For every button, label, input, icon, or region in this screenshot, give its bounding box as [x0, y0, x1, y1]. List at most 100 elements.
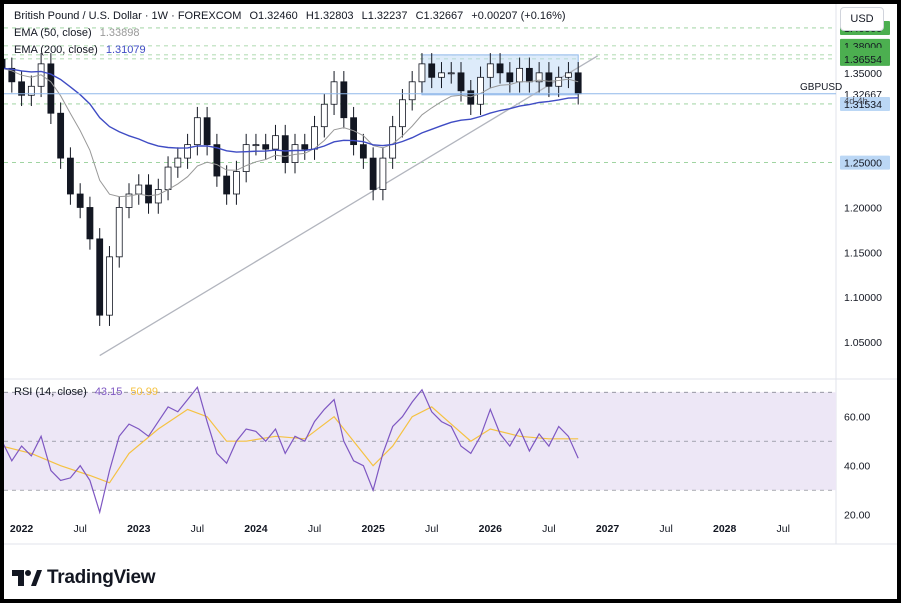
candle-body	[457, 72, 465, 92]
candle-body	[8, 67, 16, 83]
candle-body	[428, 63, 436, 78]
price-label-box	[840, 96, 890, 111]
candle-body	[359, 144, 367, 159]
candle-body	[67, 157, 74, 195]
time-tick-label: Jul	[308, 523, 321, 535]
price-label-box	[840, 155, 890, 170]
high-value: H1.32803	[305, 10, 354, 22]
countdown-label: 4d 4h	[844, 96, 868, 107]
symbol-header: British Pound / U.S. Dollar · 1W · FOREX…	[14, 10, 566, 22]
price-tick-label: 1.15000	[844, 247, 882, 259]
candle-body	[262, 144, 270, 150]
rsi-value: 43.15	[94, 386, 123, 398]
rsi-label: RSI (14, close)	[14, 386, 87, 398]
candle-body	[47, 63, 55, 114]
close-value: C1.32667	[415, 10, 464, 22]
candle-body	[145, 184, 152, 204]
candle-body	[330, 81, 338, 105]
time-tick-label: 2023	[127, 523, 151, 535]
ema50-value: 1.33898	[99, 27, 140, 39]
time-tick-label: Jul	[191, 523, 204, 535]
candle-body	[115, 207, 123, 258]
trendline	[99, 55, 599, 357]
chart-canvas[interactable]: 1.400001.380001.370001.365541.350001.326…	[4, 4, 897, 599]
rsi-legend[interactable]: RSI (14, close) 43.15 50.99	[14, 386, 158, 398]
candle-body	[506, 72, 514, 83]
candle-body	[154, 189, 162, 204]
rsi-tick-label: 20.00	[844, 510, 870, 522]
price-tick-label: 1.31534	[844, 99, 882, 111]
candle-body	[106, 256, 113, 316]
time-tick-label: Jul	[659, 523, 672, 535]
candle-body	[574, 72, 582, 95]
candle-body	[281, 135, 289, 163]
candle-body	[213, 144, 221, 177]
candle-body	[525, 67, 533, 83]
change-value: +0.00207 (+0.16%)	[471, 10, 566, 22]
candle-body	[4, 58, 6, 69]
candle-body	[477, 76, 484, 105]
ema50-label: EMA (50, close)	[14, 27, 92, 39]
ema200-label: EMA (200, close)	[14, 44, 98, 56]
candle-body	[272, 135, 279, 150]
candle-body	[135, 184, 143, 195]
candle-body	[242, 144, 250, 172]
rsi-tick-label: 40.00	[844, 461, 870, 473]
time-tick-label: 2024	[244, 523, 268, 535]
time-tick-label: 2027	[596, 523, 620, 535]
candle-body	[486, 63, 494, 78]
rsi-ma-value: 50.99	[130, 386, 158, 398]
candle-body	[18, 81, 25, 96]
time-tick-label: Jul	[73, 523, 86, 535]
price-tick-label: 1.25000	[844, 158, 882, 170]
candle-body	[447, 72, 455, 75]
ema200-legend[interactable]: EMA (200, close) 1.31079	[14, 44, 146, 56]
symbol-title: British Pound / U.S. Dollar · 1W · FOREX…	[14, 10, 242, 22]
candle-body	[408, 81, 416, 101]
candle-body	[516, 67, 524, 83]
currency-button[interactable]: USD	[840, 7, 884, 31]
candle-body	[223, 175, 231, 195]
candle-body	[496, 63, 504, 74]
ema200-line	[4, 67, 579, 153]
candle-body	[389, 126, 397, 159]
candle-body	[27, 85, 35, 96]
low-value: L1.32237	[361, 10, 408, 22]
time-tick-label: Jul	[777, 523, 790, 535]
candle-body	[399, 99, 406, 128]
tradingview-logo-icon	[12, 570, 42, 586]
candle-body	[311, 126, 318, 150]
time-tick-label: 2028	[713, 523, 737, 535]
candle-body	[184, 144, 191, 159]
candle-body	[369, 157, 377, 190]
price-tick-label: 1.05000	[844, 337, 882, 349]
price-tick-label: 1.10000	[844, 292, 882, 304]
candle-body	[467, 90, 475, 105]
candle-body	[96, 238, 104, 316]
candle-body	[86, 207, 94, 240]
price-label-box	[840, 51, 890, 66]
candle-body	[76, 193, 84, 208]
price-tick-label: 1.20000	[844, 202, 882, 214]
tradingview-logo[interactable]: TradingView	[12, 566, 156, 590]
price-tick-label: 1.35000	[844, 68, 882, 80]
rsi-ma-line	[4, 406, 579, 484]
candle-body	[438, 72, 445, 78]
time-tick-label: 2025	[361, 523, 385, 535]
candle-body	[565, 72, 572, 78]
candle-body	[545, 72, 553, 87]
candle-body	[320, 103, 328, 128]
ema200-value: 1.31079	[105, 44, 146, 56]
candle-body	[555, 76, 563, 87]
candle-body	[291, 144, 299, 163]
rsi-line	[4, 386, 579, 515]
candle-body	[164, 166, 172, 190]
candle-body	[301, 144, 309, 150]
open-value: O1.32460	[249, 10, 298, 22]
candle-body	[203, 117, 211, 146]
candle-body	[252, 144, 260, 147]
candle-body	[57, 112, 65, 159]
symbol-axis-label: GBPUSD	[800, 82, 842, 93]
time-tick-label: 2026	[479, 523, 503, 535]
ema50-legend[interactable]: EMA (50, close) 1.33898	[14, 27, 139, 39]
